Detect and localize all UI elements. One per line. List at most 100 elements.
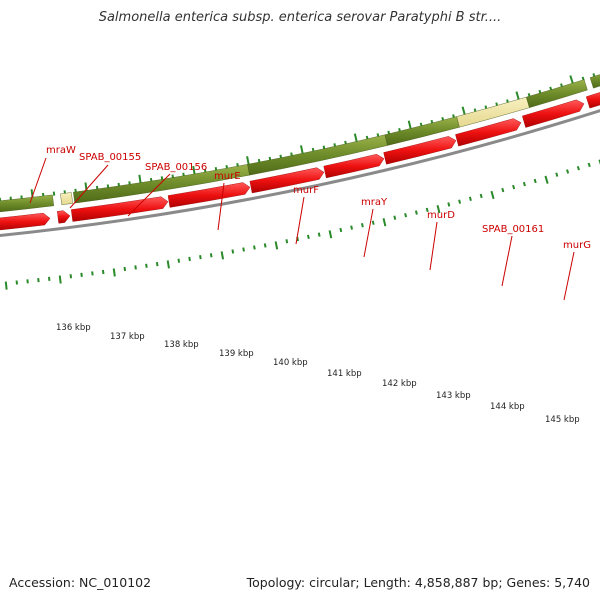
scale-tick — [317, 232, 321, 237]
tick-mark — [192, 165, 196, 176]
cds-arrows[interactable] — [0, 90, 600, 231]
cds-arrow[interactable] — [71, 196, 169, 222]
scale-tick — [414, 210, 418, 215]
leader-line — [563, 251, 575, 301]
gene-label[interactable]: SPAB_00161 — [482, 224, 544, 235]
cds-arrow[interactable] — [455, 118, 522, 147]
gene-segment[interactable] — [589, 71, 600, 89]
leader-line — [429, 221, 438, 271]
scale-tick — [242, 247, 245, 252]
gene-label[interactable]: murG — [563, 240, 591, 251]
scale-tick — [112, 268, 116, 277]
gene-label[interactable]: murD — [427, 210, 455, 221]
cds-arrow[interactable] — [57, 210, 71, 224]
scale-tick — [91, 271, 94, 276]
scale-tick — [350, 225, 354, 230]
leader-line — [363, 208, 374, 258]
tick-mark — [353, 133, 358, 143]
leader-line — [217, 182, 225, 231]
cds-arrow[interactable] — [167, 182, 251, 208]
scale-tick — [436, 204, 441, 214]
scale-tick — [4, 281, 8, 290]
scale-tick — [533, 178, 537, 184]
scale-tick — [123, 266, 127, 272]
gene-label[interactable]: SPAB_00155 — [79, 152, 141, 163]
leader-line — [127, 173, 171, 217]
leader-line — [69, 164, 109, 209]
scale-tick — [155, 261, 159, 267]
scale-label: 143 kbp — [436, 391, 471, 401]
gene-segment[interactable] — [0, 194, 54, 213]
scale-tick — [177, 258, 181, 263]
tick-mark — [138, 174, 142, 184]
gene-label[interactable]: murF — [293, 185, 319, 196]
scale-tick — [458, 199, 462, 204]
cds-arrow[interactable] — [585, 90, 600, 109]
scale-label: 136 kbp — [56, 323, 91, 333]
scale-labels: 136 kbp 137 kbp 138 kbp 139 kbp 140 kbp 141 k… — [56, 323, 580, 425]
scale-tick — [425, 207, 429, 213]
tick-mark — [299, 145, 304, 155]
scale-tick — [253, 245, 256, 250]
scale-tick — [404, 212, 408, 218]
scale-tick — [307, 234, 310, 240]
gene-track[interactable] — [0, 71, 600, 213]
cds-arrow[interactable] — [249, 167, 325, 194]
scale-tick — [285, 239, 289, 244]
scale-tick — [544, 175, 549, 184]
scale-label: 141 kbp — [327, 369, 362, 379]
cds-arrow[interactable] — [0, 212, 51, 231]
scale-tick — [166, 260, 170, 269]
scale-tick — [576, 165, 580, 171]
scale-tick — [145, 263, 148, 268]
scale-tick — [555, 172, 559, 177]
cds-arrow[interactable] — [323, 153, 385, 179]
scale-tick — [468, 196, 472, 202]
genome-summary: Topology: circular; Length: 4,858,887 bp… — [246, 575, 590, 590]
scale-tick — [134, 265, 137, 270]
accession-text: Accession: NC_010102 — [9, 575, 152, 590]
scale-tick — [274, 241, 279, 250]
gene-label[interactable]: mraY — [361, 197, 388, 208]
scale-tick — [360, 223, 364, 228]
scale-label: 140 kbp — [273, 358, 308, 368]
scale-tick — [263, 243, 267, 248]
scale-tick — [393, 215, 397, 220]
scale-tick — [209, 253, 213, 258]
leader-line — [295, 196, 305, 245]
scale-tick — [522, 181, 526, 187]
scale-tick — [58, 275, 62, 284]
scale-tick — [339, 227, 343, 233]
scale-tick — [328, 230, 333, 239]
gene-label[interactable]: SPAB_00156 — [145, 162, 207, 173]
scale-label: 145 kbp — [545, 415, 580, 425]
cds-arrow[interactable] — [522, 99, 585, 128]
tick-mark — [461, 106, 466, 116]
scale-tick — [220, 251, 225, 260]
scale-label: 137 kbp — [110, 332, 145, 342]
scale-tick — [479, 193, 483, 199]
tick-mark — [246, 156, 250, 166]
tick-mark — [569, 75, 574, 85]
leader-line — [501, 235, 513, 287]
tick-mark — [407, 120, 412, 130]
scale-tick — [188, 256, 191, 262]
scale-label: 142 kbp — [382, 379, 417, 389]
scale-tick — [512, 184, 516, 190]
gene-segment-highlight[interactable] — [60, 192, 73, 206]
scale-tick — [101, 269, 105, 275]
scale-tick — [371, 220, 375, 225]
scale-label: 138 kbp — [164, 340, 199, 350]
scale-tick — [199, 254, 202, 260]
gene-label[interactable]: mraW — [46, 145, 76, 156]
gene-label[interactable]: murE — [214, 171, 241, 182]
cds-arrow[interactable] — [383, 136, 457, 165]
scale-tick — [501, 187, 505, 193]
leader-line — [29, 157, 47, 204]
gene-segment[interactable] — [526, 79, 588, 108]
scale-label: 144 kbp — [490, 402, 525, 412]
tick-mark — [515, 91, 520, 101]
scale-tick — [490, 190, 495, 200]
